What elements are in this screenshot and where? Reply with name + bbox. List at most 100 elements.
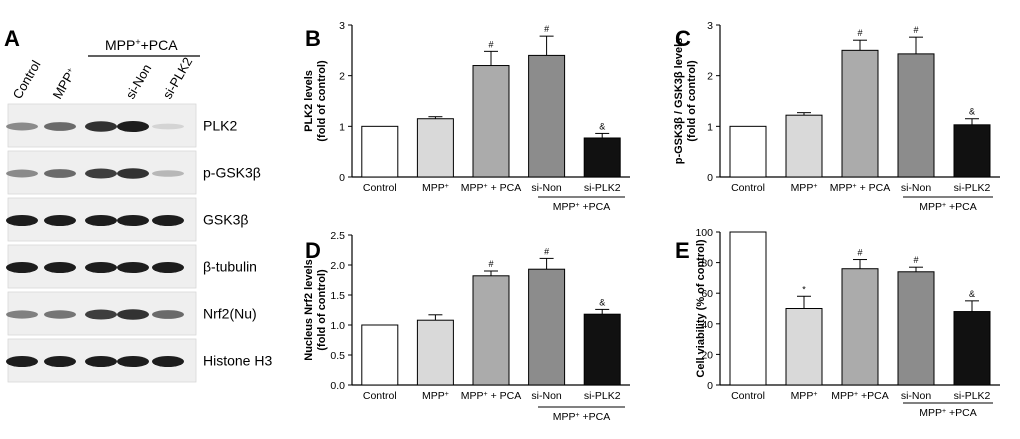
x-tick-label-0: Control <box>363 182 397 194</box>
panel-letter-b: B <box>305 26 321 51</box>
lane-label-si-non: si-Non <box>123 61 155 101</box>
blot-band <box>85 261 117 274</box>
x-tick-label-1: MPP+ <box>791 390 818 402</box>
blot-band <box>152 355 184 368</box>
y-tick-label: 40 <box>701 319 713 331</box>
y-tick-label: 3 <box>339 20 345 32</box>
blot-band <box>44 355 76 368</box>
bar-4 <box>953 124 991 178</box>
bar-4 <box>583 137 621 178</box>
y-tick-label: 0 <box>707 172 713 184</box>
blot-band <box>6 169 38 178</box>
x-tick-label-4: si-PLK2 <box>584 182 621 194</box>
group-label: MPP+ +PCA <box>553 411 611 423</box>
blot-band <box>44 169 76 178</box>
bar-2 <box>472 275 510 386</box>
bar-4 <box>583 313 621 386</box>
significance-mark: & <box>599 121 605 131</box>
panel-d: D 0.0 0.5 1.0 1.5 2.0 2.5 Nucleus Nrf2 levels (f… <box>303 230 630 423</box>
y-tick-label: 2.5 <box>330 230 345 242</box>
x-tick-label-1: MPP+ <box>422 182 449 194</box>
significance-mark: & <box>599 297 605 307</box>
blot-band <box>6 355 38 368</box>
blot-band <box>6 261 38 274</box>
group-label: MPP+ +PCA <box>919 407 977 419</box>
group-label: MPP+ +PCA <box>553 201 611 213</box>
x-tick-label-0: Control <box>363 390 397 402</box>
blot-band <box>152 170 184 177</box>
significance-mark: # <box>488 39 493 49</box>
x-tick-label-4: si-PLK2 <box>584 390 621 402</box>
blot-band <box>85 309 117 320</box>
significance-mark: * <box>802 284 806 294</box>
y-axis-label: p-GSK3β / GSK3β levels <box>673 38 685 165</box>
blot-band <box>117 120 149 133</box>
y-tick-label: 0 <box>707 380 713 392</box>
blot-row-label: Nrf2(Nu) <box>203 306 257 322</box>
bar-0 <box>729 125 767 178</box>
x-tick-label-3: si-Non <box>901 182 932 194</box>
y-tick-label: 3 <box>707 20 713 32</box>
y-tick-label: 60 <box>701 288 713 300</box>
x-tick-label-4: si-PLK2 <box>954 390 991 402</box>
bar-1 <box>416 118 454 178</box>
bar-2 <box>841 49 879 178</box>
blot-band <box>85 121 117 132</box>
significance-mark: & <box>969 289 975 299</box>
y-tick-label: 20 <box>701 349 713 361</box>
significance-mark: # <box>544 246 549 256</box>
y-tick-label: 80 <box>701 258 713 270</box>
blot-row-label: β-tubulin <box>203 259 257 275</box>
blot-band <box>44 261 76 274</box>
blot-band <box>85 214 117 227</box>
x-tick-label-1: MPP+ <box>791 182 818 194</box>
blot-row-0: PLK2 <box>6 103 237 148</box>
significance-mark: # <box>913 25 918 35</box>
significance-mark: # <box>488 259 493 269</box>
bar-1 <box>416 319 454 386</box>
y-tick-label: 0 <box>339 172 345 184</box>
y-axis-label-sub: (fold of control) <box>316 269 328 351</box>
x-tick-label-2: MPP+ + PCA <box>830 182 890 194</box>
y-tick-label: 1.5 <box>330 290 345 302</box>
y-tick-label: 1 <box>339 121 345 133</box>
y-tick-label: 1 <box>707 121 713 133</box>
y-tick-label: 2.0 <box>330 260 345 272</box>
panel-letter-e: E <box>675 238 690 263</box>
x-tick-label-2: MPP+ + PCA <box>461 182 521 194</box>
lane-label-si-plk2: si-PLK2 <box>160 55 196 102</box>
panel-letter-c: C <box>675 26 691 51</box>
blot-band <box>152 214 184 227</box>
blot-band <box>44 310 76 319</box>
y-axis-label-sub: (fold of control) <box>686 60 698 142</box>
blot-band <box>6 122 38 131</box>
x-tick-label-4: si-PLK2 <box>954 182 991 194</box>
blot-band <box>117 309 149 320</box>
blot-band <box>44 214 76 227</box>
bar-0 <box>361 125 399 178</box>
blot-band <box>152 310 184 319</box>
x-tick-label-2: MPP+ +PCA <box>831 390 889 402</box>
panel-letter-a: A <box>4 26 20 51</box>
blot-band <box>85 355 117 368</box>
significance-mark: & <box>969 107 975 117</box>
blot-band <box>117 214 149 227</box>
y-tick-label: 100 <box>695 227 713 239</box>
significance-mark: # <box>913 255 918 265</box>
x-tick-label-1: MPP+ <box>422 390 449 402</box>
significance-mark: # <box>857 248 862 258</box>
bar-1 <box>785 308 823 386</box>
blot-band <box>85 168 117 179</box>
bar-4 <box>953 311 991 386</box>
blot-row-3: β-tubulin <box>6 244 257 289</box>
bar-0 <box>729 231 767 386</box>
blot-band <box>152 261 184 274</box>
blot-band <box>6 310 38 319</box>
panel-letter-d: D <box>305 238 321 263</box>
x-tick-label-0: Control <box>731 182 765 194</box>
x-tick-label-3: si-Non <box>901 390 932 402</box>
y-axis-label: Nucleus Nrf2 levels <box>303 259 315 361</box>
x-tick-label-3: si-Non <box>531 182 562 194</box>
y-tick-label: 2 <box>339 71 345 83</box>
